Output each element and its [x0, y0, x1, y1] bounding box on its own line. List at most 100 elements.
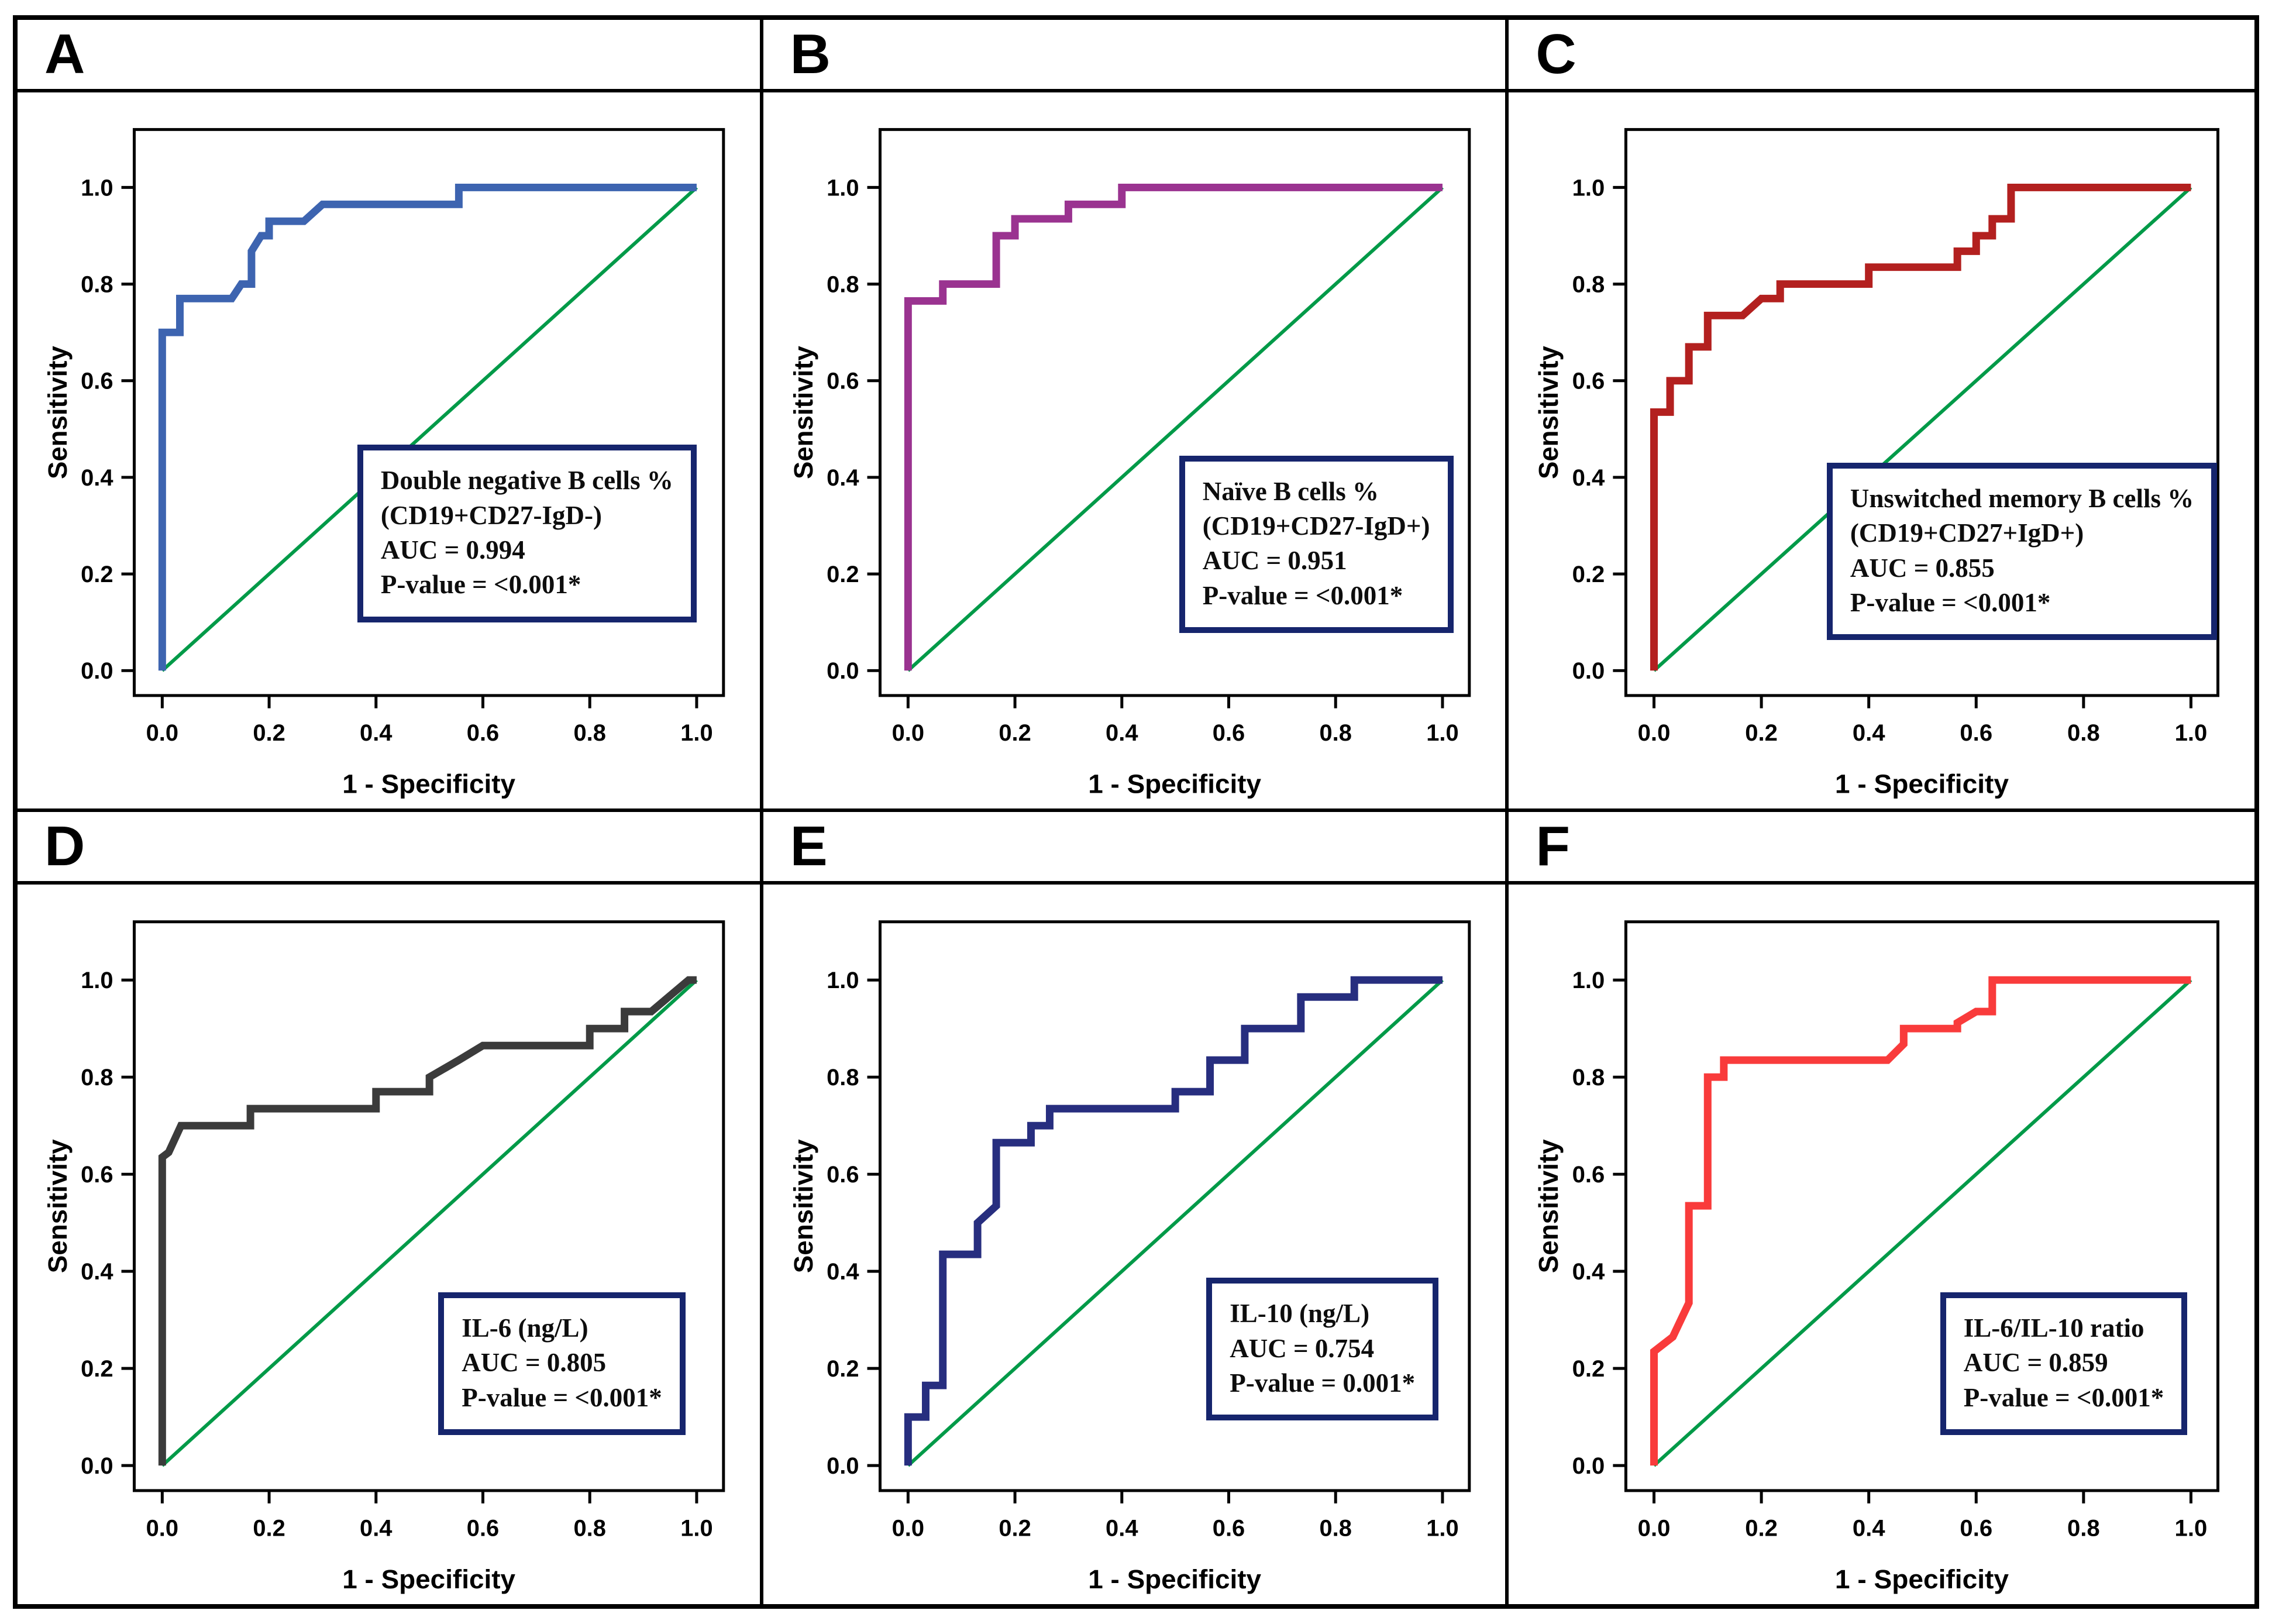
y-tick-label: 0.8: [81, 272, 113, 298]
panel-d: D 0.0 0.0 0.2 0.2 0.4 0.4 0.6 0.6 0.8 0.8 1.0 1.0 1 …: [18, 812, 763, 1604]
panel-c: C 0.0 0.0 0.2 0.2 0.4 0.4 0.6 0.6 0.8 0.8 1.0 1.0 1 …: [1509, 20, 2254, 812]
reference-diagonal-line: [161, 186, 698, 672]
y-tick-label: 0.2: [827, 562, 859, 587]
legend-p-value: P-value = <0.001*: [1963, 1382, 2164, 1412]
x-tick-label: 1.0: [1426, 1516, 1458, 1542]
panel-b-letter: B: [790, 23, 831, 85]
y-tick-label: 0.2: [81, 562, 113, 587]
panel-a-letter: A: [44, 23, 85, 85]
y-tick-label: 0.8: [827, 272, 859, 298]
x-tick-label: 0.8: [573, 720, 605, 746]
panel-a: A 0.0 0.0 0.2 0.2 0.4 0.4 0.6 0.6 0.8 0.8 1.0 1.0 1 …: [18, 20, 763, 812]
y-axis-title: Sensitivity: [43, 346, 73, 479]
x-axis-title: 1 - Specificity: [342, 1564, 515, 1594]
x-tick-label: 0.8: [1319, 720, 1351, 746]
x-axis-title: 1 - Specificity: [1088, 1564, 1261, 1594]
x-tick-label: 1.0: [680, 720, 712, 746]
legend-marker-phenotype: (CD19+CD27+IgD+): [1850, 518, 2084, 548]
panel-c-letter: C: [1536, 23, 1576, 85]
x-tick-label: 0.4: [1853, 720, 1885, 746]
reference-diagonal-line: [906, 978, 1444, 1467]
plot-frame: [132, 920, 725, 1492]
legend-p-value: P-value = 0.001*: [1230, 1368, 1416, 1398]
x-tick-label: 0.8: [574, 1516, 606, 1542]
legend-auc-value: AUC = 0.994: [380, 535, 525, 565]
y-tick-label: 0.4: [827, 1259, 859, 1285]
roc-curve: [1650, 183, 2191, 671]
x-tick-label: 0.2: [999, 1516, 1031, 1542]
y-axis-title: Sensitivity: [788, 346, 818, 479]
panel-e-header: E: [763, 812, 1506, 885]
y-tick-label: 0.8: [1572, 1065, 1605, 1090]
y-tick-label: 1.0: [827, 175, 859, 201]
x-tick-label: 0.4: [360, 1516, 392, 1542]
legend-auc-value: AUC = 0.951: [1202, 546, 1347, 576]
plot-frame: [878, 920, 1471, 1492]
y-tick-label: 1.0: [81, 968, 113, 993]
panel-e-legend-box: IL-10 (ng/L) AUC = 0.754 P-value = 0.001…: [1206, 1278, 1439, 1421]
panel-f-header: F: [1509, 812, 2254, 885]
panel-b: B 0.0 0.0 0.2 0.2 0.4 0.4 0.6 0.6 0.8 0.8 1.0 1.0 1 …: [763, 20, 1509, 812]
panel-d-header: D: [18, 812, 760, 885]
plot-frame: [1624, 128, 2220, 697]
legend-auc-value: AUC = 0.805: [462, 1348, 607, 1378]
y-tick-label: 0.6: [827, 369, 859, 394]
y-tick-label: 0.0: [827, 658, 859, 684]
x-tick-label: 0.6: [1212, 720, 1244, 746]
y-axis-title: Sensitivity: [1534, 346, 1564, 479]
panel-f-letter: F: [1536, 815, 1570, 878]
y-tick-label: 0.0: [827, 1453, 859, 1479]
panel-e-roc-chart: 0.0 0.0 0.2 0.2 0.4 0.4 0.6 0.6 0.8 0.8 1.0 1.0 1 - …: [788, 920, 1471, 1594]
y-tick-label: 0.4: [1572, 465, 1605, 491]
x-tick-label: 0.0: [1638, 720, 1671, 746]
plot-frame: [878, 128, 1471, 697]
y-axis-title: Sensitivity: [788, 1139, 818, 1273]
x-tick-label: 0.6: [467, 720, 499, 746]
y-tick-label: 1.0: [827, 968, 859, 993]
x-tick-label: 1.0: [1426, 720, 1458, 746]
legend-auc-value: AUC = 0.855: [1850, 553, 1995, 583]
legend-marker-phenotype: (CD19+CD27-IgD-): [380, 500, 602, 530]
x-tick-label: 0.0: [891, 720, 924, 746]
x-tick-label: 0.2: [253, 720, 285, 746]
x-tick-label: 0.2: [253, 1516, 285, 1542]
reference-diagonal-line: [161, 978, 698, 1467]
x-tick-label: 0.4: [360, 720, 392, 746]
panel-c-plot: 0.0 0.0 0.2 0.2 0.4 0.4 0.6 0.6 0.8 0.8 1.0 1.0 1 - …: [1509, 92, 2254, 808]
panel-b-header: B: [763, 20, 1506, 92]
x-tick-label: 0.6: [1960, 1516, 1993, 1542]
legend-p-value: P-value = <0.001*: [380, 570, 581, 600]
y-tick-label: 0.8: [1572, 272, 1605, 298]
panel-c-roc-chart: 0.0 0.0 0.2 0.2 0.4 0.4 0.6 0.6 0.8 0.8 1.0 1.0 1 - …: [1534, 128, 2220, 799]
panel-a-roc-chart: 0.0 0.0 0.2 0.2 0.4 0.4 0.6 0.6 0.8 0.8 1.0 1.0 1 - …: [43, 128, 725, 799]
legend-p-value: P-value = <0.001*: [462, 1382, 662, 1412]
legend-auc-value: AUC = 0.754: [1230, 1333, 1375, 1363]
legend-p-value: P-value = <0.001*: [1202, 580, 1403, 610]
panel-d-letter: D: [44, 815, 85, 878]
y-tick-label: 0.4: [81, 465, 113, 491]
panel-f-plot: 0.0 0.0 0.2 0.2 0.4 0.4 0.6 0.6 0.8 0.8 1.0 1.0 1 - …: [1509, 885, 2254, 1604]
panel-d-roc-chart: 0.0 0.0 0.2 0.2 0.4 0.4 0.6 0.6 0.8 0.8 1.0 1.0 1 - …: [43, 920, 725, 1594]
legend-series-title: IL-6 (ng/L): [462, 1313, 588, 1343]
legend-series-title: IL-10 (ng/L): [1230, 1299, 1370, 1329]
panel-c-legend-box: Unswitched memory B cells % (CD19+CD27+I…: [1826, 462, 2218, 641]
x-tick-label: 1.0: [680, 1516, 712, 1542]
x-tick-label: 0.2: [999, 720, 1031, 746]
y-tick-label: 0.4: [81, 1259, 113, 1285]
roc-curve: [1650, 976, 2191, 1466]
panel-b-plot: 0.0 0.0 0.2 0.2 0.4 0.4 0.6 0.6 0.8 0.8 1.0 1.0 1 - …: [763, 92, 1506, 808]
x-tick-label: 0.0: [146, 720, 178, 746]
x-axis-title: 1 - Specificity: [342, 769, 515, 799]
y-tick-label: 0.6: [1572, 1162, 1605, 1188]
roc-curve: [158, 183, 697, 671]
roc-curve: [158, 976, 697, 1466]
panel-d-legend-box: IL-6 (ng/L) AUC = 0.805 P-value = <0.001…: [438, 1292, 686, 1435]
y-tick-label: 0.2: [1572, 1356, 1605, 1382]
x-axis-title: 1 - Specificity: [1088, 769, 1261, 799]
x-tick-label: 0.6: [1212, 1516, 1244, 1542]
panel-c-header: C: [1509, 20, 2254, 92]
x-tick-label: 0.8: [1319, 1516, 1351, 1542]
y-tick-label: 0.8: [827, 1065, 859, 1090]
y-tick-label: 1.0: [1572, 968, 1605, 993]
